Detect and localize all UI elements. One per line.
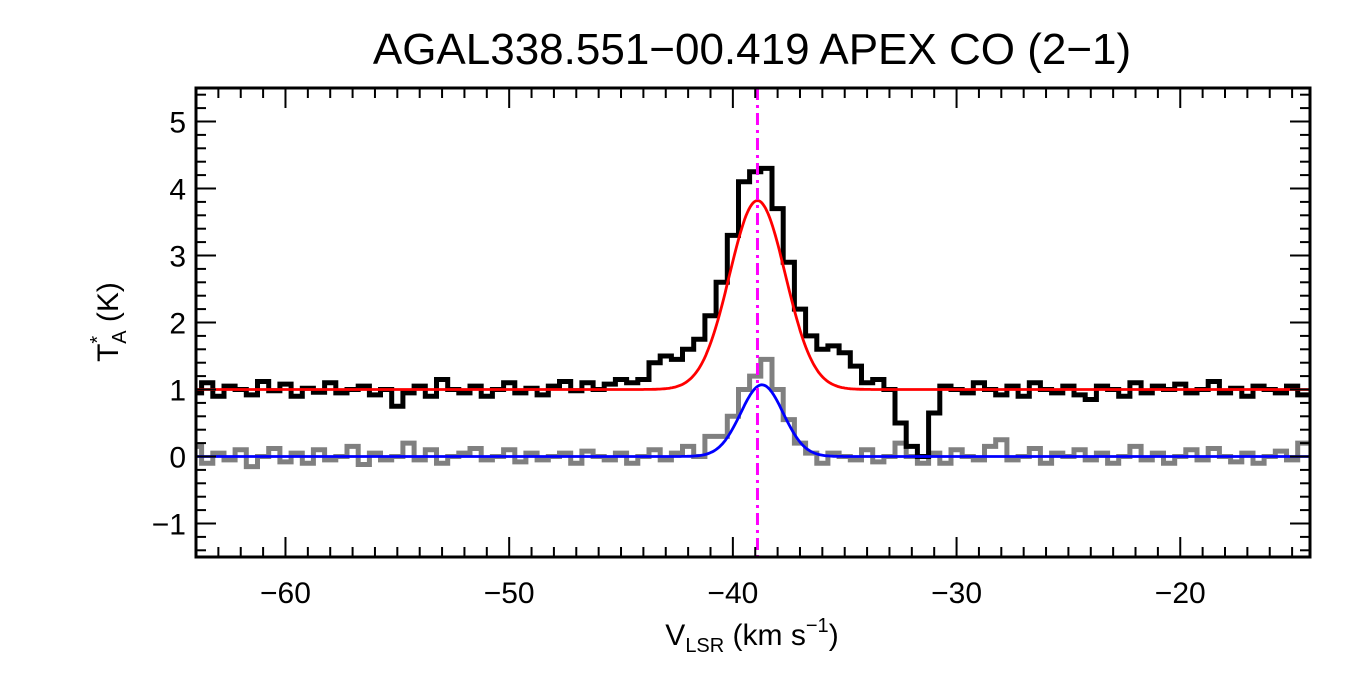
x-axis-label-superscript: −1 bbox=[806, 615, 829, 637]
y-tick-label: 1 bbox=[169, 375, 186, 408]
x-axis-label: VLSR (km s−1) bbox=[665, 615, 838, 657]
plot-area: −60 −50 −40 −30 −20 −1 0 1 2 3 4 5 bbox=[152, 88, 1310, 610]
y-axis-label-units: (K) bbox=[92, 282, 125, 330]
x-axis-label-units: (km s bbox=[724, 619, 806, 652]
y-tick-label: 4 bbox=[169, 174, 186, 207]
y-tick-label: −1 bbox=[152, 509, 186, 542]
x-axis-label-subscript: LSR bbox=[685, 635, 724, 657]
series-observed-offset bbox=[196, 168, 1309, 456]
y-tick-label: 5 bbox=[169, 107, 186, 140]
series-observed bbox=[196, 359, 1309, 466]
x-tick-label: −30 bbox=[931, 577, 982, 610]
y-tick-label: 2 bbox=[169, 308, 186, 341]
y-axis-label-superscript: * bbox=[87, 336, 109, 344]
series-gaussian-fit-offset bbox=[196, 201, 1310, 390]
x-tick-label: −50 bbox=[484, 577, 535, 610]
y-tick-label: 0 bbox=[169, 442, 186, 475]
x-axis-label-main: V bbox=[665, 619, 685, 652]
y-axis-label-main: T bbox=[92, 344, 125, 362]
axes-frame bbox=[196, 88, 1310, 557]
chart-title: AGAL338.551−00.419 APEX CO (2−1) bbox=[373, 25, 1131, 74]
y-axis-label: T*A (K) bbox=[87, 282, 131, 362]
x-axis-label-close: ) bbox=[829, 619, 839, 652]
x-tick-label: −20 bbox=[1155, 577, 1206, 610]
y-tick-label: 3 bbox=[169, 241, 186, 274]
x-tick-label: −60 bbox=[260, 577, 311, 610]
x-tick-label: −40 bbox=[707, 577, 758, 610]
y-axis-label-subscript: A bbox=[109, 330, 131, 344]
